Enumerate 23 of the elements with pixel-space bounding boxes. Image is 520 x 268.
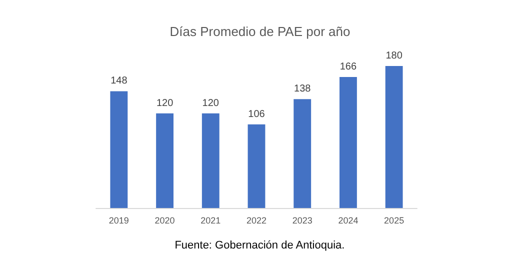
data-label: 120 xyxy=(156,98,174,109)
chart-title: Días Promedio de PAE por año xyxy=(170,24,350,39)
bar xyxy=(202,113,220,208)
data-label: 148 xyxy=(110,76,128,87)
x-tick-label: 2024 xyxy=(338,216,358,226)
bar xyxy=(110,91,128,208)
x-tick-label: 2020 xyxy=(154,216,175,226)
x-tick-label: 2019 xyxy=(108,216,129,226)
bar xyxy=(340,77,357,208)
bar xyxy=(385,66,403,208)
bar xyxy=(294,99,312,208)
data-label: 138 xyxy=(294,84,312,95)
x-tick-label: 2023 xyxy=(292,216,312,226)
data-label: 166 xyxy=(340,62,357,73)
source-note: Fuente: Gobernación de Antioquia. xyxy=(174,240,345,252)
bar xyxy=(156,113,174,208)
data-label: 120 xyxy=(202,98,220,109)
data-label: 180 xyxy=(386,50,403,62)
x-tick-label: 2025 xyxy=(384,216,404,226)
data-label: 106 xyxy=(248,108,266,120)
x-tick-label: 2021 xyxy=(200,216,221,226)
bar xyxy=(248,124,266,208)
x-tick-label: 2022 xyxy=(246,216,267,226)
